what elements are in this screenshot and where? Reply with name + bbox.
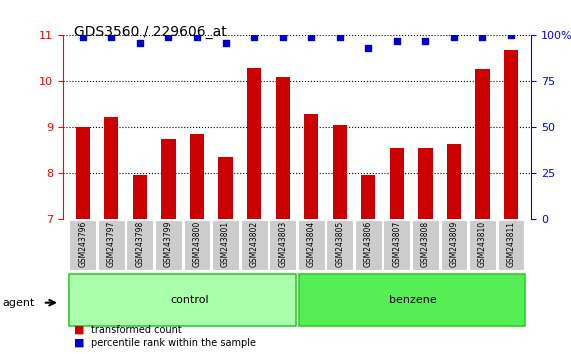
FancyBboxPatch shape <box>498 220 524 270</box>
Point <box>364 45 373 51</box>
Bar <box>75 127 90 219</box>
Text: ■: ■ <box>74 338 85 348</box>
Bar <box>275 77 289 219</box>
Text: GSM243806: GSM243806 <box>364 221 373 267</box>
Text: GSM243796: GSM243796 <box>78 221 87 267</box>
Text: GSM243803: GSM243803 <box>278 221 287 267</box>
Text: agent: agent <box>3 298 35 308</box>
FancyBboxPatch shape <box>355 220 381 270</box>
Text: transformed count: transformed count <box>91 325 182 335</box>
FancyBboxPatch shape <box>327 220 353 270</box>
FancyBboxPatch shape <box>184 220 211 270</box>
Point <box>78 34 87 40</box>
Point <box>107 34 116 40</box>
Point <box>449 34 459 40</box>
Text: percentile rank within the sample: percentile rank within the sample <box>91 338 256 348</box>
FancyBboxPatch shape <box>300 274 525 326</box>
Bar <box>104 117 119 219</box>
Bar <box>190 135 204 219</box>
Text: GSM243802: GSM243802 <box>250 221 259 267</box>
Point <box>278 34 287 40</box>
FancyBboxPatch shape <box>384 220 410 270</box>
FancyBboxPatch shape <box>127 220 153 270</box>
FancyBboxPatch shape <box>298 220 325 270</box>
FancyBboxPatch shape <box>412 220 439 270</box>
Text: GSM243810: GSM243810 <box>478 221 487 267</box>
Point <box>478 34 487 40</box>
Point <box>335 34 344 40</box>
Text: GSM243808: GSM243808 <box>421 221 430 267</box>
Bar <box>332 125 347 219</box>
FancyBboxPatch shape <box>155 220 182 270</box>
Bar <box>418 148 433 219</box>
Text: GSM243811: GSM243811 <box>506 221 516 267</box>
Point <box>421 38 430 44</box>
FancyBboxPatch shape <box>70 274 296 326</box>
Text: ■: ■ <box>74 325 85 335</box>
Text: GDS3560 / 229606_at: GDS3560 / 229606_at <box>74 25 227 39</box>
Point <box>192 34 202 40</box>
Bar <box>475 69 490 219</box>
Text: GSM243807: GSM243807 <box>392 221 401 267</box>
Point <box>392 38 401 44</box>
FancyBboxPatch shape <box>469 220 496 270</box>
Point <box>135 40 144 46</box>
Text: GSM243799: GSM243799 <box>164 221 173 267</box>
Text: benzene: benzene <box>388 295 436 305</box>
Bar <box>304 114 319 219</box>
FancyBboxPatch shape <box>70 220 96 270</box>
Bar <box>447 143 461 219</box>
Point <box>250 34 259 40</box>
Text: GSM243800: GSM243800 <box>192 221 202 267</box>
Point <box>307 34 316 40</box>
Point <box>221 40 230 46</box>
FancyBboxPatch shape <box>270 220 296 270</box>
Text: GSM243809: GSM243809 <box>449 221 459 267</box>
Bar <box>247 68 261 219</box>
Text: GSM243798: GSM243798 <box>135 221 144 267</box>
Bar <box>361 175 376 219</box>
Bar <box>219 157 233 219</box>
Bar <box>132 175 147 219</box>
Text: GSM243801: GSM243801 <box>221 221 230 267</box>
FancyBboxPatch shape <box>441 220 467 270</box>
FancyBboxPatch shape <box>241 220 267 270</box>
Text: control: control <box>171 295 209 305</box>
Point <box>164 34 173 40</box>
Point <box>506 33 516 38</box>
Bar <box>504 50 518 219</box>
Bar <box>162 139 176 219</box>
Bar <box>390 148 404 219</box>
Text: GSM243797: GSM243797 <box>107 221 116 267</box>
Text: GSM243805: GSM243805 <box>335 221 344 267</box>
FancyBboxPatch shape <box>98 220 124 270</box>
FancyBboxPatch shape <box>212 220 239 270</box>
Text: GSM243804: GSM243804 <box>307 221 316 267</box>
